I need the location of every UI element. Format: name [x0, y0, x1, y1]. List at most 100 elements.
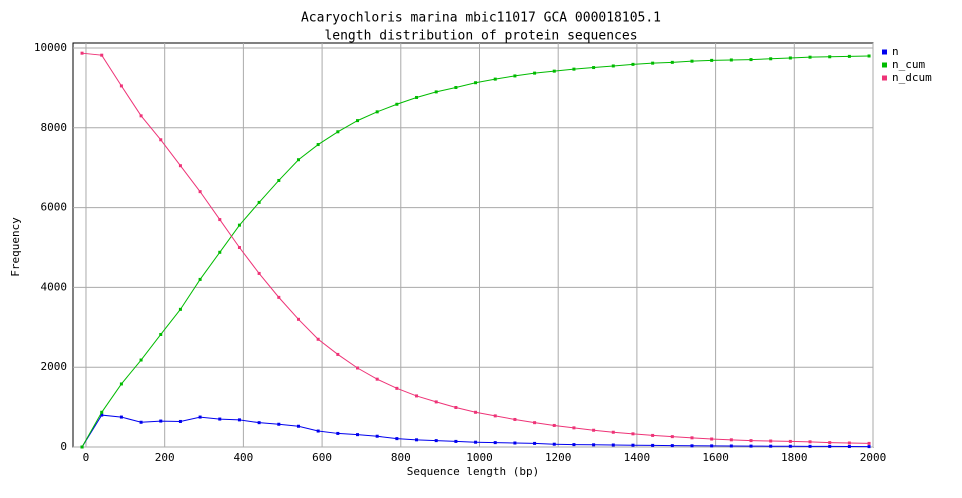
y-tick-label: 6000	[41, 201, 68, 214]
point	[237, 223, 241, 227]
point	[592, 428, 596, 432]
point	[474, 81, 478, 85]
point	[119, 382, 123, 386]
point	[474, 410, 478, 414]
point	[710, 58, 714, 62]
point	[198, 190, 202, 194]
point	[356, 433, 360, 437]
x-tick-label: 200	[155, 451, 175, 464]
point	[828, 55, 832, 59]
x-tick-label: 800	[391, 451, 411, 464]
point	[788, 444, 792, 448]
point	[493, 441, 497, 445]
point	[277, 422, 281, 426]
point	[631, 443, 635, 447]
point	[690, 444, 694, 448]
x-tick-label: 1800	[781, 451, 808, 464]
point	[336, 431, 340, 435]
x-tick-label: 2000	[860, 451, 887, 464]
point	[198, 277, 202, 281]
point	[611, 443, 615, 447]
point	[847, 445, 851, 449]
point	[828, 441, 832, 445]
chart-title: Acaryochloris marina mbic11017 GCA 00001…	[301, 11, 661, 26]
y-tick-label: 0	[60, 440, 67, 453]
point	[316, 429, 320, 433]
point	[611, 430, 615, 434]
point	[631, 62, 635, 66]
point	[277, 178, 281, 182]
x-tick-label: 1000	[466, 451, 493, 464]
point	[867, 445, 871, 449]
point	[277, 295, 281, 299]
point	[670, 444, 674, 448]
legend-swatch	[882, 62, 887, 68]
x-tick-label: 400	[233, 451, 253, 464]
x-tick-label: 0	[83, 451, 90, 464]
point	[80, 445, 84, 449]
point	[493, 414, 497, 418]
y-tick-label: 8000	[41, 121, 68, 134]
point	[257, 271, 261, 275]
point	[454, 405, 458, 409]
point	[533, 71, 537, 75]
point	[729, 444, 733, 448]
point	[218, 250, 222, 254]
x-tick-label: 600	[312, 451, 332, 464]
y-tick-label: 10000	[34, 41, 67, 54]
legend-label: n_dcum	[892, 71, 932, 84]
point	[159, 419, 163, 423]
point	[395, 437, 399, 441]
point	[139, 358, 143, 362]
point	[454, 439, 458, 443]
legend-swatch	[882, 49, 887, 55]
point	[592, 66, 596, 70]
point	[100, 53, 104, 57]
point	[847, 54, 851, 58]
point	[690, 436, 694, 440]
point	[808, 55, 812, 59]
point	[178, 164, 182, 168]
point	[552, 442, 556, 446]
point	[788, 56, 792, 60]
point	[867, 441, 871, 445]
y-axis-label: Frequency	[9, 217, 22, 277]
point	[513, 417, 517, 421]
point	[729, 438, 733, 442]
point	[178, 419, 182, 423]
point	[710, 437, 714, 441]
point	[218, 218, 222, 222]
point	[808, 440, 812, 444]
point	[198, 415, 202, 419]
point	[710, 444, 714, 448]
point	[415, 95, 419, 99]
point	[356, 366, 360, 370]
legend-swatch	[882, 75, 887, 81]
point	[651, 443, 655, 447]
point	[769, 439, 773, 443]
legend-label: n	[892, 45, 899, 58]
point	[415, 394, 419, 398]
point	[336, 130, 340, 134]
point	[415, 438, 419, 442]
point	[788, 439, 792, 443]
point	[257, 421, 261, 425]
point	[296, 158, 300, 162]
point	[808, 444, 812, 448]
point	[356, 119, 360, 123]
point	[178, 307, 182, 311]
y-tick-label: 4000	[41, 280, 68, 293]
point	[296, 424, 300, 428]
point	[375, 110, 379, 114]
point	[670, 435, 674, 439]
point	[749, 439, 753, 443]
point	[316, 337, 320, 341]
point	[119, 84, 123, 88]
point	[572, 443, 576, 447]
point	[296, 317, 300, 321]
point	[139, 114, 143, 118]
chart-subtitle: length distribution of protein sequences	[324, 29, 637, 44]
point	[218, 417, 222, 421]
point	[159, 332, 163, 336]
y-tick-label: 2000	[41, 360, 68, 373]
